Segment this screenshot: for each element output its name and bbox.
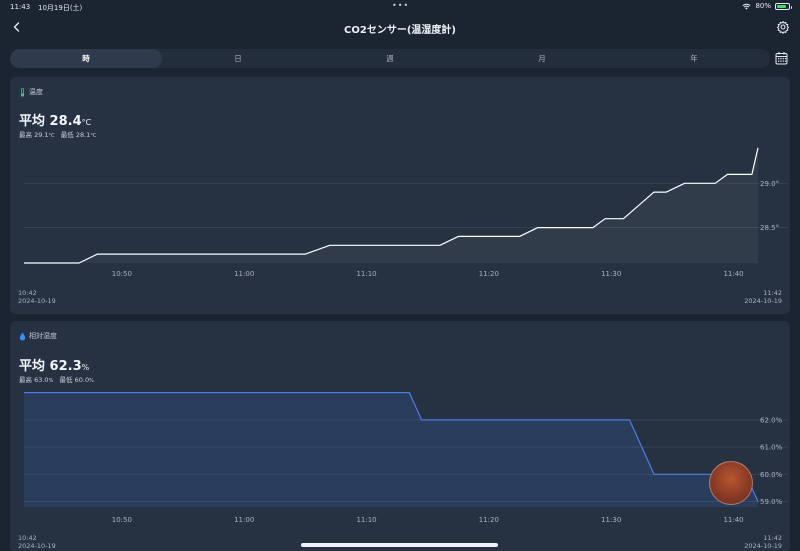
gear-icon[interactable] bbox=[776, 20, 790, 34]
tab-year[interactable]: 年 bbox=[690, 54, 698, 63]
x-tick-label: 11:30 bbox=[601, 516, 621, 524]
tab-hour[interactable]: 時 bbox=[10, 49, 162, 68]
status-time: 11:43 bbox=[10, 3, 31, 11]
humidity-end-date: 2024-10-19 bbox=[744, 542, 782, 550]
home-indicator[interactable] bbox=[301, 543, 498, 547]
temperature-card[interactable]: 温度 平均 28.4°C 最高 29.1°C 最低 28.1°C 29.0° 28… bbox=[10, 77, 790, 314]
humidity-start-timestamp: 10:42 2024-10-19 bbox=[18, 534, 56, 550]
calendar-icon[interactable] bbox=[775, 51, 788, 65]
tab-day[interactable]: 日 bbox=[234, 54, 242, 63]
temperature-end-date: 2024-10-19 bbox=[744, 297, 782, 305]
humidity-max-unit: % bbox=[49, 378, 54, 384]
x-tick-label: 11:10 bbox=[356, 270, 376, 278]
humidity-min-value: 60.0 bbox=[75, 376, 89, 384]
temperature-start-date: 2024-10-19 bbox=[18, 297, 56, 305]
temperature-average: 平均 28.4°C bbox=[19, 110, 91, 129]
humidity-header: 相対湿度 bbox=[19, 331, 57, 341]
status-bar: 11:43 10月19日(土) ••• 80% bbox=[0, 0, 800, 14]
humidity-avg-prefix: 平均 bbox=[19, 359, 46, 374]
y-tick-label: 59.0% bbox=[760, 498, 783, 506]
y-tick-label: 60.0% bbox=[760, 471, 783, 479]
x-tick-label: 11:40 bbox=[723, 270, 743, 278]
x-tick-label: 11:40 bbox=[723, 516, 743, 524]
temperature-max-value: 29.1 bbox=[34, 131, 49, 139]
period-segmented-control: 時 日 週 月 年 bbox=[10, 49, 770, 68]
humidity-min-label: 最低 bbox=[60, 376, 73, 384]
humidity-avg-unit: % bbox=[81, 363, 90, 372]
temperature-header: 温度 bbox=[19, 87, 43, 97]
humidity-minmax: 最高 63.0% 最低 60.0% bbox=[19, 374, 94, 384]
battery-icon bbox=[775, 2, 792, 10]
thermometer-icon bbox=[20, 87, 25, 97]
series-area bbox=[24, 147, 758, 263]
temperature-end-time: 11:42 bbox=[763, 289, 782, 297]
user-avatar[interactable] bbox=[709, 461, 753, 505]
x-tick-label: 11:00 bbox=[234, 516, 254, 524]
humidity-max-label: 最高 bbox=[19, 376, 32, 384]
x-tick-label: 11:10 bbox=[356, 516, 376, 524]
y-tick-label: 62.0% bbox=[760, 416, 783, 424]
series-line bbox=[24, 147, 759, 264]
x-tick-label: 11:20 bbox=[479, 270, 499, 278]
temperature-start-timestamp: 10:42 2024-10-19 bbox=[18, 289, 56, 305]
humidity-end-timestamp: 11:42 2024-10-19 bbox=[744, 534, 782, 550]
humidity-average: 平均 62.3% bbox=[19, 355, 89, 374]
x-tick-label: 10:50 bbox=[112, 270, 132, 278]
humidity-start-time: 10:42 bbox=[18, 534, 37, 542]
temperature-start-time: 10:42 bbox=[18, 289, 37, 297]
y-tick-label: 28.5° bbox=[760, 224, 779, 232]
humidity-end-time: 11:42 bbox=[763, 534, 782, 542]
temperature-minmax: 最高 29.1°C 最低 28.1°C bbox=[19, 129, 96, 139]
temperature-max-label: 最高 bbox=[19, 131, 32, 139]
humidity-chart[interactable]: 62.0% 61.0% 60.0% 59.0% 10:50 11:00 11:10 11:20… bbox=[10, 321, 790, 551]
temperature-max-unit: °C bbox=[48, 133, 55, 139]
status-date: 10月19日(土) bbox=[38, 4, 83, 12]
x-tick-label: 11:00 bbox=[234, 270, 254, 278]
x-tick-label: 11:20 bbox=[479, 516, 499, 524]
multitasking-dots[interactable]: ••• bbox=[392, 1, 410, 10]
humidity-start-date: 2024-10-19 bbox=[18, 542, 56, 550]
x-tick-label: 11:30 bbox=[601, 270, 621, 278]
water-drop-icon bbox=[19, 332, 26, 340]
humidity-max-value: 63.0 bbox=[34, 376, 48, 384]
temperature-chart[interactable]: 29.0° 28.5° 10:50 11:00 11:10 11:20 11:30 11:40 bbox=[10, 77, 790, 314]
tab-month[interactable]: 月 bbox=[538, 54, 546, 63]
temperature-label: 温度 bbox=[29, 88, 43, 96]
battery-level bbox=[777, 4, 786, 8]
humidity-card[interactable]: 相対湿度 平均 62.3% 最高 63.0% 最低 60.0% 62.0% 61.… bbox=[10, 321, 790, 551]
tab-week[interactable]: 週 bbox=[386, 54, 394, 63]
wifi-icon bbox=[742, 3, 751, 10]
humidity-label: 相対湿度 bbox=[29, 332, 57, 340]
humidity-avg-value: 62.3 bbox=[49, 359, 82, 374]
temperature-avg-value: 28.4 bbox=[49, 114, 82, 129]
series-area bbox=[24, 392, 758, 507]
temperature-end-timestamp: 11:42 2024-10-19 bbox=[744, 289, 782, 305]
y-tick-label: 61.0% bbox=[760, 444, 783, 452]
page-title: CO2センサー(温湿度計) bbox=[344, 25, 456, 36]
back-chevron-icon[interactable] bbox=[10, 20, 24, 34]
y-tick-label: 29.0° bbox=[760, 180, 779, 188]
humidity-min-unit: % bbox=[89, 378, 94, 384]
temperature-avg-prefix: 平均 bbox=[19, 114, 46, 129]
battery-percent: 80% bbox=[755, 2, 771, 10]
temperature-min-label: 最低 bbox=[60, 131, 74, 139]
x-tick-label: 10:50 bbox=[112, 516, 132, 524]
nav-header: CO2センサー(温湿度計) bbox=[0, 14, 800, 42]
status-right: 80% bbox=[742, 2, 792, 10]
temperature-min-value: 28.1 bbox=[75, 131, 91, 139]
temperature-min-unit: °C bbox=[90, 133, 97, 139]
temperature-avg-unit: °C bbox=[81, 118, 92, 127]
